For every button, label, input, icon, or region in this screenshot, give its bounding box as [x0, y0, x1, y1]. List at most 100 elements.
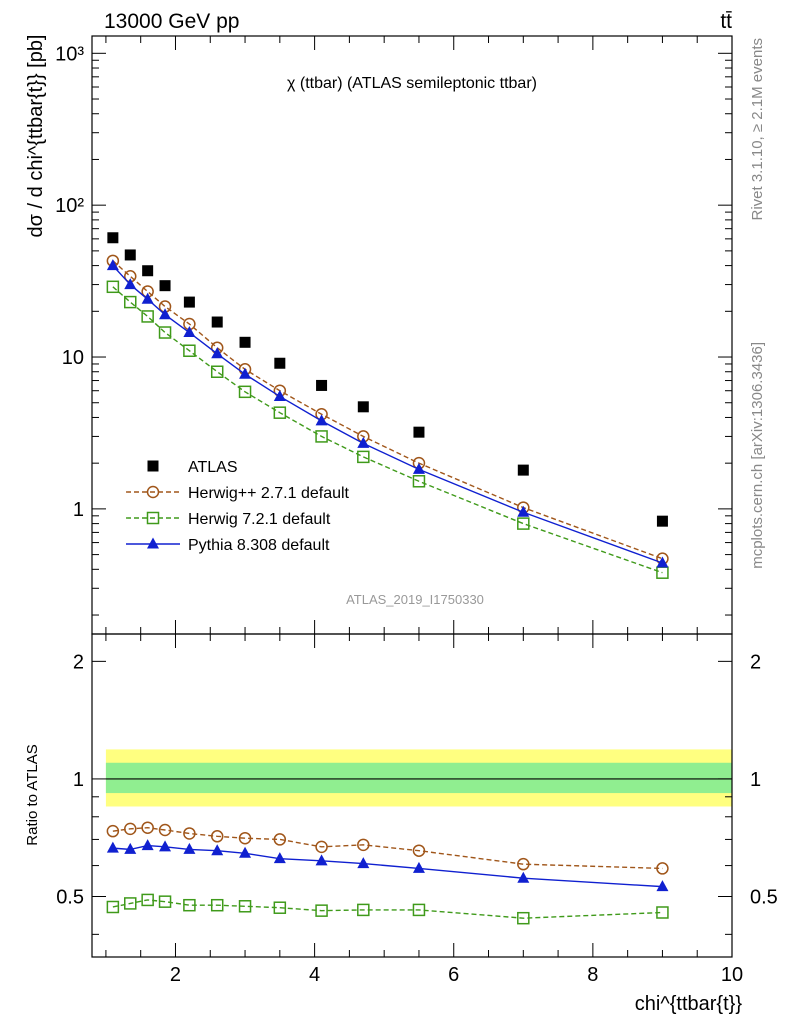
- data-point-pythia-8-308-default: [517, 871, 530, 883]
- data-point-pythia-8-308-default: [159, 308, 172, 320]
- data-point-herwig-7-2-1-default: [106, 900, 120, 914]
- data-point-atlas: [316, 379, 328, 391]
- ratio-marks: [106, 821, 669, 925]
- data-point-pythia-8-308-default: [211, 347, 224, 359]
- ratio-axes: 2 4 6 8 10 0.5 0.5 1 1 2 2: [56, 634, 778, 986]
- data-point-herwig-2-7-1-default: [210, 830, 224, 843]
- ratio-ylabel: Ratio to ATLAS: [24, 744, 41, 845]
- x-tick-label: 6: [448, 964, 459, 986]
- data-point-herwig-7-2-1-default: [183, 344, 196, 357]
- data-point-pythia-8-308-default: [412, 861, 425, 873]
- legend-marker: [147, 537, 159, 549]
- data-point-herwig-7-2-1-default: [183, 898, 196, 912]
- data-point-herwig-7-2-1-default: [158, 895, 172, 908]
- data-point-atlas: [183, 296, 195, 308]
- legend-marker: [146, 511, 160, 525]
- data-point-atlas: [357, 401, 369, 413]
- data-point-pythia-8-308-default: [656, 880, 669, 892]
- data-point-pythia-8-308-default: [183, 842, 196, 854]
- data-point-atlas: [107, 232, 119, 244]
- data-point-herwig-7-2-1-default: [273, 901, 287, 914]
- data-point-herwig-2-7-1-default: [315, 840, 328, 854]
- ratio-series-herwig-2-7-1-default: [106, 821, 669, 875]
- x-tick-label: 10: [721, 964, 743, 986]
- legend-label: Herwig 7.2.1 default: [188, 511, 331, 528]
- y-tick-label: 10: [62, 347, 84, 369]
- data-point-pythia-8-308-default: [357, 857, 370, 869]
- main-title: χ (ttbar) (ATLAS semileptonic ttbar): [287, 75, 537, 92]
- main-series-atlas: [107, 232, 668, 527]
- series-line-herwig-7-2-1-default: [112, 286, 663, 574]
- x-axis-label: chi^{ttbar{t}}: [635, 993, 743, 1015]
- legend-label: Pythia 8.308 default: [188, 537, 330, 554]
- data-point-pythia-8-308-default: [315, 414, 328, 426]
- x-tick-label: 8: [587, 964, 598, 986]
- y-tick-label: 1: [73, 769, 84, 791]
- y-tick-label: 10³: [55, 43, 84, 65]
- main-marks: [106, 232, 669, 579]
- data-point-herwig-7-2-1-default: [656, 906, 669, 919]
- legend-label: Herwig++ 2.7.1 default: [188, 485, 350, 502]
- energy-label: 13000 GeV pp: [104, 10, 239, 33]
- data-point-herwig-7-2-1-default: [158, 326, 172, 339]
- rivet-label: Rivet 3.1.10, ≥ 2.1M events: [749, 38, 766, 221]
- data-point-herwig-2-7-1-default: [517, 857, 530, 871]
- data-point-herwig-7-2-1-default: [315, 904, 328, 917]
- ratio-series-herwig-7-2-1-default: [106, 893, 669, 925]
- data-point-herwig-7-2-1-default: [238, 385, 252, 399]
- data-point-atlas: [517, 464, 529, 476]
- data-point-pythia-8-308-default: [273, 389, 286, 401]
- data-point-pythia-8-308-default: [211, 844, 224, 856]
- data-point-pythia-8-308-default: [141, 839, 154, 851]
- data-point-herwig-7-2-1-default: [315, 430, 328, 443]
- data-point-herwig-2-7-1-default: [106, 824, 120, 838]
- data-point-herwig-7-2-1-default: [106, 280, 120, 294]
- y-tick-label: 1: [73, 499, 84, 521]
- legend-label: ATLAS: [188, 459, 238, 476]
- data-point-pythia-8-308-default: [239, 846, 252, 858]
- data-point-herwig-2-7-1-default: [141, 821, 154, 834]
- process-label: tt̄: [720, 10, 732, 33]
- legend-item-herwig-7-2-1-default: Herwig 7.2.1 default: [126, 511, 331, 528]
- data-point-pythia-8-308-default: [517, 505, 530, 517]
- legend-marker: [146, 485, 160, 499]
- ratio-bands: [105, 749, 733, 807]
- series-line-herwig-2-7-1-default: [112, 827, 663, 870]
- data-point-pythia-8-308-default: [412, 462, 425, 474]
- y-tick-label-right: 1: [750, 769, 761, 791]
- data-point-pythia-8-308-default: [106, 841, 119, 853]
- data-point-herwig-7-2-1-default: [124, 295, 137, 309]
- data-point-herwig-2-7-1-default: [183, 827, 196, 840]
- ratio-panel: Ratio to ATLAS 2 4 6 8 10 0.5 0.5 1 1 2 2 chi^{ttb…: [24, 633, 778, 1015]
- data-point-herwig-2-7-1-default: [656, 862, 669, 875]
- data-point-herwig-7-2-1-default: [517, 911, 530, 925]
- data-point-herwig-7-2-1-default: [357, 450, 370, 464]
- data-point-pythia-8-308-default: [273, 852, 286, 864]
- data-point-atlas: [239, 336, 251, 348]
- main-series-pythia-8-308-default: [106, 259, 669, 568]
- data-point-pythia-8-308-default: [357, 436, 370, 448]
- data-point-atlas: [656, 515, 668, 527]
- series-line-pythia-8-308-default: [112, 844, 663, 888]
- legend: ATLAS Herwig++ 2.7.1 default Herwig 7.2.1 …: [126, 459, 350, 554]
- legend-item-atlas: ATLAS: [147, 459, 238, 476]
- data-point-herwig-7-2-1-default: [141, 893, 154, 907]
- legend-item-pythia-8-308-default: Pythia 8.308 default: [126, 537, 330, 554]
- data-point-pythia-8-308-default: [141, 292, 154, 304]
- data-point-herwig-2-7-1-default: [158, 823, 172, 837]
- analysis-id: ATLAS_2019_I1750330: [346, 592, 484, 607]
- data-point-herwig-7-2-1-default: [238, 900, 252, 913]
- data-point-herwig-7-2-1-default: [357, 903, 370, 917]
- data-point-pythia-8-308-default: [183, 326, 196, 338]
- main-panel: χ (ttbar) (ATLAS semileptonic ttbar) ATL…: [25, 35, 733, 635]
- data-point-herwig-2-7-1-default: [412, 844, 426, 857]
- data-point-herwig-7-2-1-default: [273, 406, 287, 419]
- legend-marker: [147, 460, 159, 472]
- data-point-herwig-7-2-1-default: [412, 903, 426, 917]
- main-series-herwig-7-2-1-default: [106, 280, 669, 579]
- data-point-herwig-7-2-1-default: [210, 365, 224, 378]
- data-point-atlas: [159, 280, 171, 292]
- y-tick-label: 2: [73, 651, 84, 673]
- data-point-atlas: [274, 357, 286, 369]
